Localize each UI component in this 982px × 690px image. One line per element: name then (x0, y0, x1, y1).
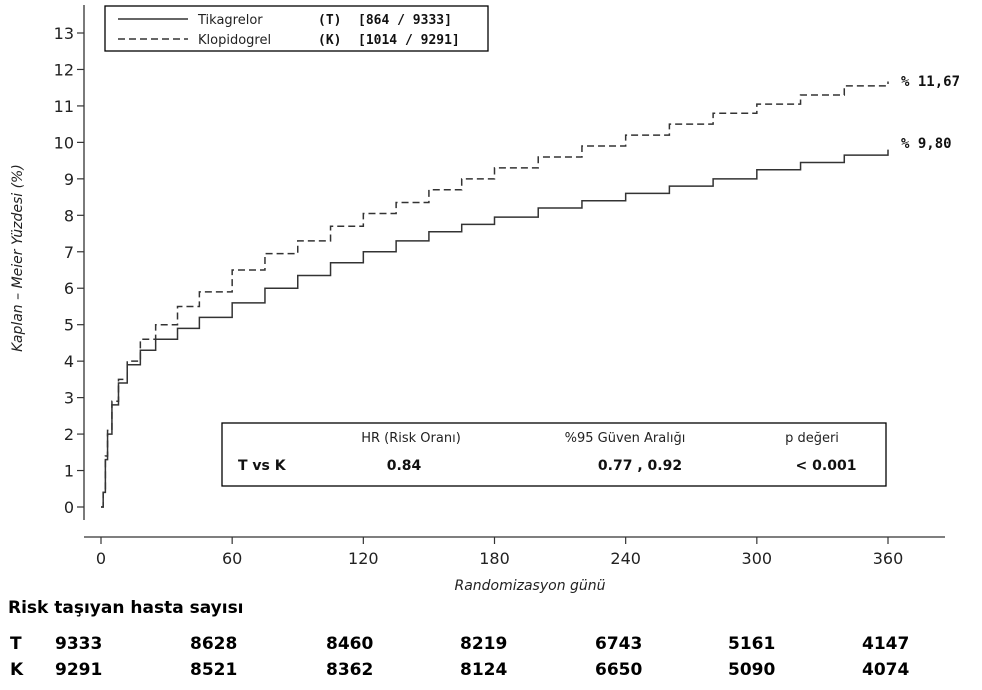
y-axis-title: Kaplan – Meier Yüzdesi (%) (10, 164, 26, 352)
x-axis-ticks: 0 60 120 180 240 300 360 (96, 537, 903, 568)
x-axis-title: Randomizasyon günü (454, 578, 605, 594)
series-line-klopidogrel (101, 81, 889, 508)
y-tick-label: 8 (64, 206, 74, 225)
y-tick-label: 6 (64, 279, 74, 298)
y-tick-label: 4 (64, 352, 74, 371)
stats-hr-value: 0.84 (387, 458, 422, 474)
stats-header-p: p değeri (785, 431, 839, 446)
y-tick-label: 11 (54, 97, 74, 116)
risk-cell: 8628 (190, 634, 238, 654)
stats-row-label: T vs K (238, 458, 287, 474)
legend-box (104, 5, 489, 52)
x-tick-label: 360 (873, 549, 904, 568)
risk-cell: 4147 (862, 634, 910, 654)
risk-cell: 8521 (190, 660, 238, 680)
risk-cell: 8460 (326, 634, 374, 654)
x-tick-label: 120 (348, 549, 379, 568)
risk-cell: 8219 (460, 634, 508, 654)
series-layer (101, 81, 889, 508)
legend-label-tikagrelor: Tikagrelor (197, 13, 263, 28)
risk-table-title: Risk taşıyan hasta sayısı (8, 598, 244, 618)
legend-label-klopidogrel: Klopidogrel (198, 33, 271, 48)
y-tick-label: 0 (64, 498, 74, 517)
x-tick-label: 180 (479, 549, 510, 568)
risk-row-code: K (10, 660, 24, 680)
risk-cell: 6650 (595, 660, 643, 680)
stats-ci-value: 0.77 , 0.92 (598, 458, 682, 474)
end-label-klopidogrel: % 11,67 (901, 74, 960, 90)
y-tick-label: 7 (64, 243, 74, 262)
risk-cell: 4074 (862, 660, 910, 680)
y-tick-label: 3 (64, 389, 74, 408)
x-tick-label: 60 (222, 549, 242, 568)
stats-p-value: < 0.001 (796, 458, 857, 474)
y-tick-label: 10 (54, 133, 74, 152)
x-tick-label: 300 (742, 549, 773, 568)
legend-code-tikagrelor: (T) (318, 13, 341, 28)
y-tick-label: 13 (54, 24, 74, 43)
stats-box-frame (221, 422, 887, 487)
stats-header-hr: HR (Risk Oranı) (361, 431, 461, 446)
risk-cell: 9333 (55, 634, 103, 654)
x-tick-label: 0 (96, 549, 106, 568)
legend: Tikagrelor (T) [864 / 9333] Klopidogrel … (104, 5, 489, 52)
y-tick-label: 1 (64, 462, 74, 481)
y-tick-label: 5 (64, 316, 74, 335)
risk-cell: 5090 (728, 660, 776, 680)
risk-cell: 5161 (728, 634, 776, 654)
end-label-tikagrelor: % 9,80 (901, 136, 952, 152)
stats-header-ci: %95 Güven Aralığı (565, 431, 686, 446)
legend-counts-klopidogrel: [1014 / 9291] (358, 33, 460, 48)
legend-counts-tikagrelor: [864 / 9333] (358, 13, 452, 28)
y-tick-label: 12 (54, 60, 74, 79)
risk-cell: 9291 (55, 660, 103, 680)
x-tick-label: 240 (610, 549, 641, 568)
risk-cell: 8362 (326, 660, 374, 680)
legend-code-klopidogrel: (K) (318, 33, 341, 48)
risk-cell: 8124 (460, 660, 508, 680)
risk-row-t: T 9333 8628 8460 8219 6743 5161 4147 (0, 634, 982, 658)
y-tick-label: 2 (64, 425, 74, 444)
risk-row-k: K 9291 8521 8362 8124 6650 5090 4074 (0, 660, 982, 684)
risk-cell: 6743 (595, 634, 643, 654)
stats-box: HR (Risk Oranı) %95 Güven Aralığı p değe… (221, 422, 887, 487)
risk-row-code: T (10, 634, 22, 654)
y-tick-label: 9 (64, 170, 74, 189)
